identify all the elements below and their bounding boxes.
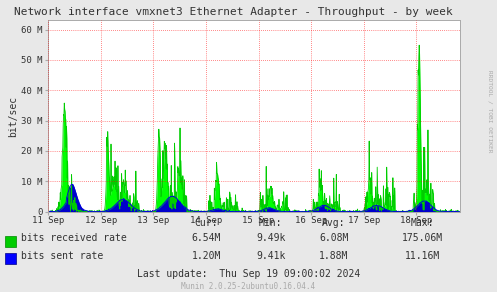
Text: RRDTOOL / TOBI OETIKER: RRDTOOL / TOBI OETIKER — [487, 70, 492, 152]
Text: bits received rate: bits received rate — [21, 234, 127, 244]
Text: Min:: Min: — [259, 218, 283, 228]
Text: Munin 2.0.25-2ubuntu0.16.04.4: Munin 2.0.25-2ubuntu0.16.04.4 — [181, 282, 316, 291]
Text: 9.49k: 9.49k — [256, 234, 286, 244]
Text: 6.08M: 6.08M — [319, 234, 349, 244]
Text: Last update:  Thu Sep 19 09:00:02 2024: Last update: Thu Sep 19 09:00:02 2024 — [137, 269, 360, 279]
Text: Max:: Max: — [411, 218, 434, 228]
Text: 1.20M: 1.20M — [191, 251, 221, 261]
Y-axis label: bit/sec: bit/sec — [8, 95, 18, 137]
Text: 11.16M: 11.16M — [405, 251, 440, 261]
Text: Network interface vmxnet3 Ethernet Adapter - Throughput - by week: Network interface vmxnet3 Ethernet Adapt… — [14, 7, 453, 17]
Text: Cur:: Cur: — [194, 218, 218, 228]
Text: 1.88M: 1.88M — [319, 251, 349, 261]
Text: 175.06M: 175.06M — [402, 234, 443, 244]
Text: bits sent rate: bits sent rate — [21, 251, 103, 261]
Text: 9.41k: 9.41k — [256, 251, 286, 261]
Text: Avg:: Avg: — [322, 218, 346, 228]
Text: 6.54M: 6.54M — [191, 234, 221, 244]
